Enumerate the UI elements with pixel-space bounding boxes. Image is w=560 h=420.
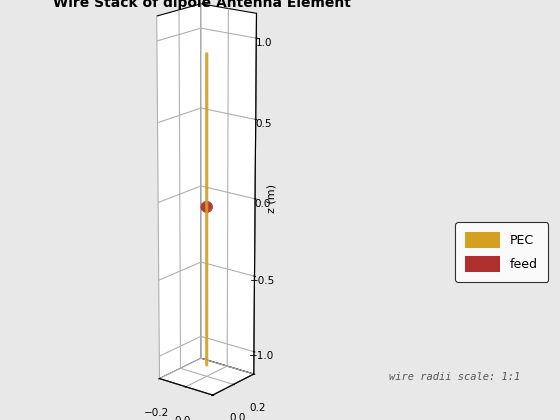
Title: Wire Stack of dipole Antenna Element: Wire Stack of dipole Antenna Element bbox=[53, 0, 351, 10]
Legend: PEC, feed: PEC, feed bbox=[455, 222, 548, 282]
Text: wire radii scale: 1:1: wire radii scale: 1:1 bbox=[389, 372, 520, 382]
